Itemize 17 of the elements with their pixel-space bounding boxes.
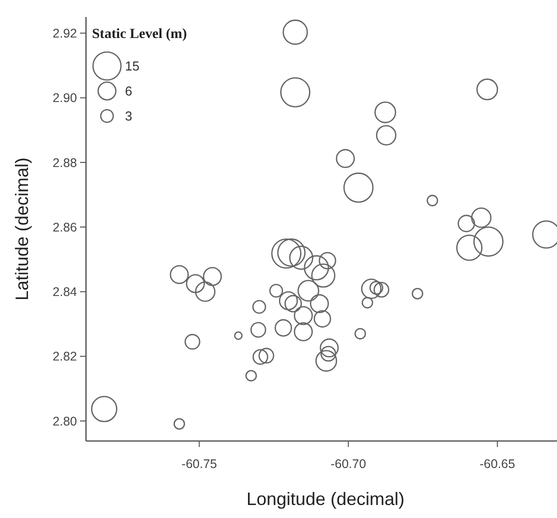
- legend-label: 15: [125, 58, 140, 74]
- y-tick-label: 2.92: [52, 26, 78, 41]
- legend-label: 6: [125, 84, 132, 99]
- y-tick-label: 2.82: [52, 350, 78, 364]
- y-tick-label: 2.90: [52, 91, 78, 106]
- y-tick-label: 2.84: [52, 285, 78, 300]
- x-tick-label: -60.75: [182, 457, 218, 471]
- legend-title: Static Level (m): [92, 27, 188, 42]
- y-tick-label: 2.86: [52, 220, 78, 234]
- legend-label: 3: [125, 108, 132, 124]
- size-legend: Static Level (m) 15 6 3: [92, 27, 187, 124]
- y-tick-label: 2.88: [52, 156, 78, 170]
- x-tick-label: -60.65: [480, 457, 516, 471]
- y-axis-title: Latitude (decimal): [12, 157, 32, 301]
- y-tick-label: 2.80: [52, 414, 78, 428]
- x-tick-label: -60.70: [330, 457, 366, 471]
- x-axis-title: Longitude (decimal): [246, 489, 405, 509]
